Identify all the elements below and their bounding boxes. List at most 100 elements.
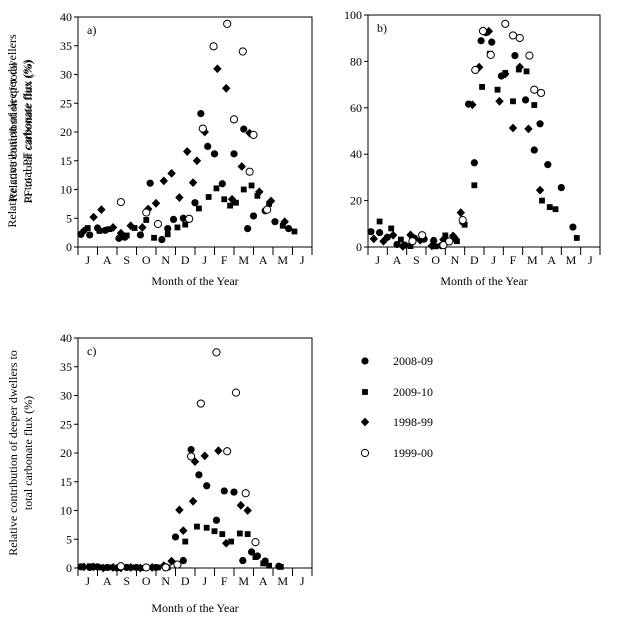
y-tick-label: 25 [60, 96, 72, 110]
data-point [279, 222, 286, 229]
panel-label: c) [87, 344, 96, 358]
data-point [280, 217, 289, 227]
series-2009-10 [84, 182, 298, 241]
data-point [222, 538, 231, 548]
data-point [204, 142, 212, 150]
y-tick-label: 0 [66, 240, 72, 254]
data-point [243, 506, 252, 515]
data-point [388, 225, 395, 232]
data-point [79, 562, 89, 572]
data-point [479, 84, 485, 90]
x-tick-label: D [181, 574, 190, 588]
data-point [510, 98, 516, 105]
data-point [182, 538, 189, 545]
y-tick-label: 20 [60, 125, 72, 139]
y-tick-label: 30 [60, 389, 72, 403]
data-point [195, 471, 203, 479]
data-point [240, 125, 248, 133]
data-point [260, 560, 267, 567]
data-point [171, 533, 180, 541]
data-point [99, 563, 108, 573]
data-point [203, 524, 210, 531]
data-point [471, 182, 478, 189]
data-point [179, 214, 187, 222]
data-point [223, 447, 232, 456]
series-1999-00 [116, 19, 272, 229]
data-point [236, 500, 246, 510]
series-2009-10 [86, 523, 284, 571]
data-point [432, 243, 439, 250]
x-tick-label: N [161, 253, 170, 267]
series-2008-09 [367, 29, 577, 250]
data-point [427, 241, 436, 251]
data-point [495, 96, 504, 106]
data-point [142, 563, 151, 572]
y-tick-label: 20 [60, 446, 72, 460]
data-point [222, 83, 231, 93]
data-point [227, 194, 237, 204]
x-tick-label: J [85, 574, 90, 588]
data-point [192, 156, 202, 166]
data-point [227, 202, 233, 209]
data-point [89, 212, 98, 222]
data-point [456, 208, 465, 218]
plot-frame [367, 14, 601, 248]
data-point [187, 445, 195, 454]
data-point [266, 200, 272, 207]
data-point [84, 225, 91, 231]
legend-marker [362, 389, 368, 395]
panel-label: a) [87, 23, 96, 37]
data-point [569, 223, 577, 231]
data-point [158, 235, 166, 244]
data-point [173, 560, 182, 569]
y-axis-title: Relative contribution of deeper dwellers… [5, 34, 34, 228]
data-point [228, 538, 234, 545]
data-point [213, 185, 220, 192]
data-point [223, 19, 232, 28]
data-point [530, 146, 538, 154]
series-1998-99 [79, 64, 289, 238]
y-tick-label: 25 [60, 417, 72, 431]
data-point [219, 531, 226, 537]
x-tick-label: J [300, 574, 305, 588]
x-tick-label: D [181, 253, 190, 267]
data-point [185, 214, 194, 223]
data-point [546, 204, 553, 210]
y-tick-label: 5 [66, 211, 72, 225]
data-point [248, 182, 255, 189]
data-point [106, 226, 113, 233]
x-tick-label: M [238, 574, 249, 588]
x-tick-label: J [588, 253, 593, 267]
data-point [183, 147, 192, 156]
data-point [108, 223, 118, 232]
data-point [151, 234, 157, 241]
data-point [442, 232, 449, 239]
y-tick-label: 30 [60, 68, 72, 82]
series-1999-00 [408, 19, 546, 250]
data-point [220, 487, 228, 495]
data-point [470, 159, 478, 167]
data-point [167, 169, 176, 178]
x-tick-label: N [451, 253, 460, 267]
data-point [530, 85, 539, 94]
plot-frame [77, 16, 313, 248]
data-point [146, 179, 154, 187]
data-point [369, 234, 378, 244]
y-tick-label: 10 [60, 183, 72, 197]
x-axis-title: Month of the Year [151, 274, 238, 288]
y-tick-label: 100 [344, 8, 362, 22]
data-point [161, 563, 170, 572]
data-point [174, 224, 181, 231]
data-point [439, 241, 448, 250]
data-point [138, 223, 147, 232]
data-point [196, 399, 205, 408]
data-point [116, 228, 126, 238]
data-point [164, 231, 171, 238]
data-point [573, 235, 580, 241]
data-point [175, 505, 184, 515]
data-point [211, 528, 218, 535]
plot-frame [77, 337, 313, 569]
data-point [218, 180, 226, 188]
data-point [255, 187, 264, 197]
